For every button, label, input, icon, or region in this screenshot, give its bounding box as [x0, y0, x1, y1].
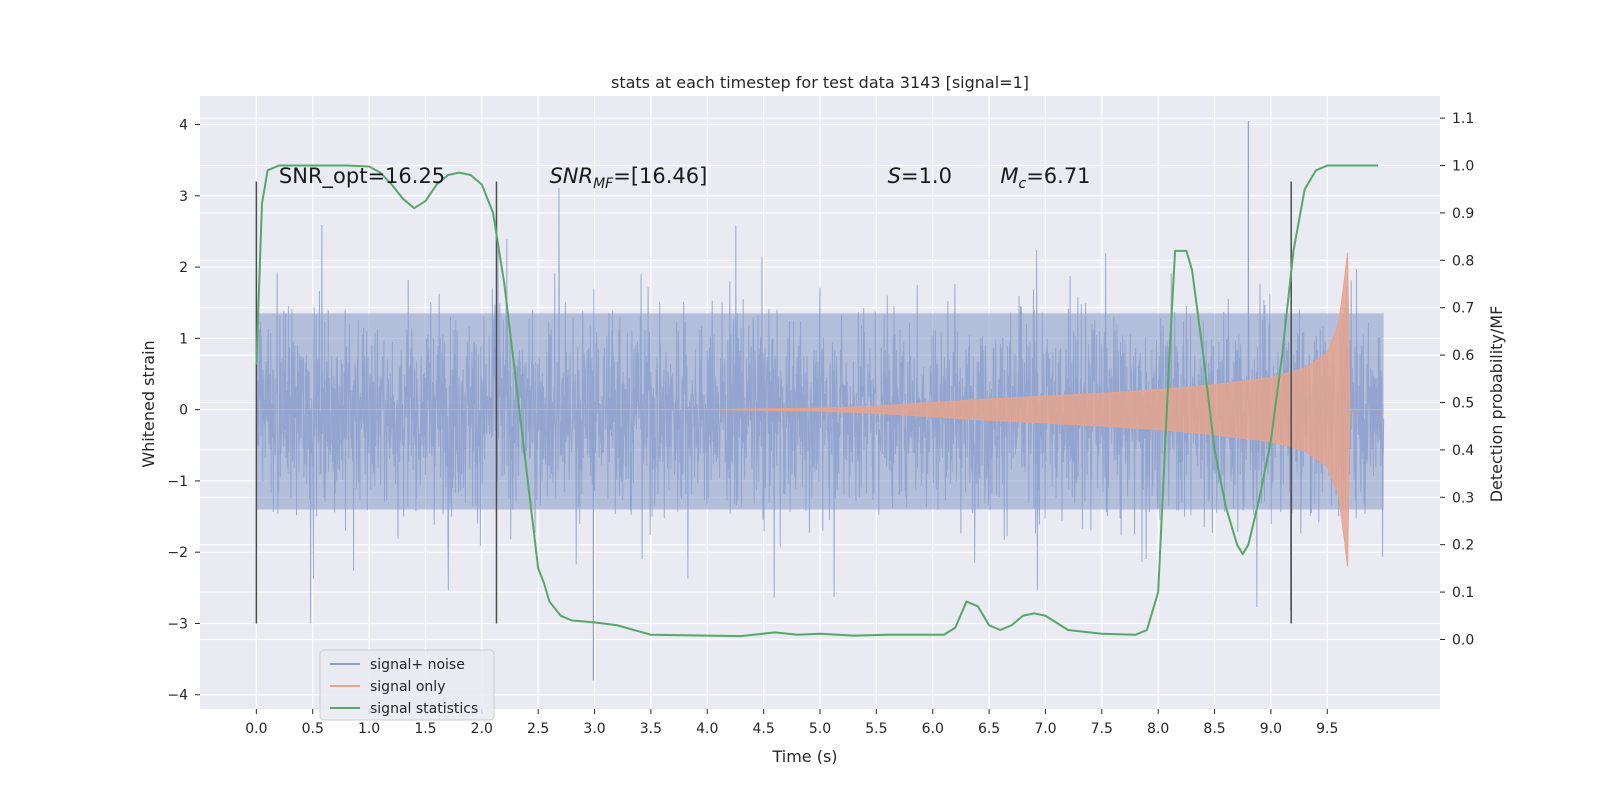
y-tick-label: 1 [179, 331, 188, 347]
x-tick-label: 2.5 [527, 721, 549, 737]
x-tick-label: 1.5 [414, 721, 436, 737]
y2-tick-label: 0.6 [1452, 348, 1474, 364]
x-tick-label: 8.0 [1147, 721, 1169, 737]
signal-statistics-series [255, 164, 1378, 638]
legend-label-signal-noise: signal+ noise [370, 657, 465, 673]
x-tick-label: 5.5 [865, 721, 887, 737]
y-tick-label: −4 [167, 688, 188, 704]
y2-axis-label: Detection probability/MF [1487, 306, 1506, 503]
y2-tick-label: 0.2 [1452, 538, 1474, 554]
x-tick-label: 0.0 [245, 721, 267, 737]
annotation-part: c [1018, 176, 1026, 192]
signal-only-envelope [256, 252, 1384, 567]
annotation-snr-mf: SNRMF=[16.46] [549, 164, 707, 192]
y2-tick-label: 0.9 [1452, 206, 1474, 222]
legend-label-signal-only: signal only [370, 679, 445, 695]
annotation-part: S [888, 164, 901, 188]
y-tick-label: 2 [179, 260, 188, 276]
legend-box [319, 649, 495, 721]
y-tick-label: 4 [179, 118, 188, 134]
x-tick-label: 7.5 [1091, 721, 1113, 737]
y-tick-labels: −4 −3 −2 −1 0 1 2 3 4 [167, 118, 200, 704]
y2-tick-label: 0.5 [1452, 396, 1474, 412]
x-tick-label: 9.0 [1260, 721, 1282, 737]
y-tick-label: 3 [179, 189, 188, 205]
x-tick-label: 3.5 [640, 721, 662, 737]
chart-title: stats at each timestep for test data 314… [611, 73, 1029, 92]
x-tick-label: 7.0 [1034, 721, 1056, 737]
x-tick-label: 3.0 [583, 721, 605, 737]
legend: signal+ noise signal only signal statist… [319, 649, 495, 721]
x-tick-label: 5.0 [809, 721, 831, 737]
x-tick-label: 8.5 [1203, 721, 1225, 737]
annotation-part: SNR_opt=16.25 [279, 164, 445, 189]
annotation-snr-opt: SNR_opt=16.25 [279, 164, 445, 189]
signal-statistics-line [255, 164, 1378, 638]
x-tick-labels: 0.0 0.5 1.0 1.5 2.0 2.5 3.0 3.5 4.0 4.5 5.0 5.5 6.0 6… [245, 709, 1338, 737]
annotation-part: =1.0 [901, 164, 952, 188]
y2-tick-labels: 0.0 0.1 0.2 0.3 0.4 0.5 0.6 0.7 0.8 0.9 1.0 1.1 [1440, 111, 1474, 648]
annotation-part: M [1000, 164, 1018, 188]
annotation-part: SNR [549, 164, 593, 188]
annotation-part: MF [593, 176, 614, 192]
x-tick-label: 2.0 [471, 721, 493, 737]
annotation-part: =[16.46] [613, 164, 707, 188]
x-tick-label: 4.0 [696, 721, 718, 737]
x-tick-label: 6.0 [922, 721, 944, 737]
y2-tick-label: 0.4 [1452, 443, 1474, 459]
y-tick-label: −3 [167, 616, 188, 632]
x-tick-label: 1.0 [358, 721, 380, 737]
y-tick-label: −2 [167, 545, 188, 561]
y2-tick-label: 1.1 [1452, 111, 1474, 127]
annotations: SNR_opt=16.25 SNRMF=[16.46] S=1.0 Mc=6.71 [279, 164, 1091, 192]
y2-tick-label: 0.7 [1452, 301, 1474, 317]
x-tick-label: 0.5 [302, 721, 324, 737]
annotation-mc-value: Mc=6.71 [1000, 164, 1090, 192]
signal-only-series [256, 252, 1384, 567]
x-tick-label: 9.5 [1316, 721, 1338, 737]
y2-tick-label: 0.3 [1452, 490, 1474, 506]
y2-tick-label: 0.8 [1452, 253, 1474, 269]
y-tick-label: −1 [167, 474, 188, 490]
legend-label-signal-statistics: signal statistics [370, 701, 478, 717]
annotation-part: =6.71 [1026, 164, 1090, 188]
x-tick-label: 4.5 [753, 721, 775, 737]
y2-tick-label: 0.1 [1452, 585, 1474, 601]
annotation-s-value: S=1.0 [888, 164, 952, 188]
x-axis-label: Time (s) [771, 747, 837, 766]
y2-tick-label: 0.0 [1452, 632, 1474, 648]
y-axis-label: Whitened strain [139, 340, 158, 467]
vertical-markers [255, 181, 1292, 624]
x-tick-label: 6.5 [978, 721, 1000, 737]
y-tick-label: 0 [179, 403, 188, 419]
y2-tick-label: 1.0 [1452, 159, 1474, 175]
